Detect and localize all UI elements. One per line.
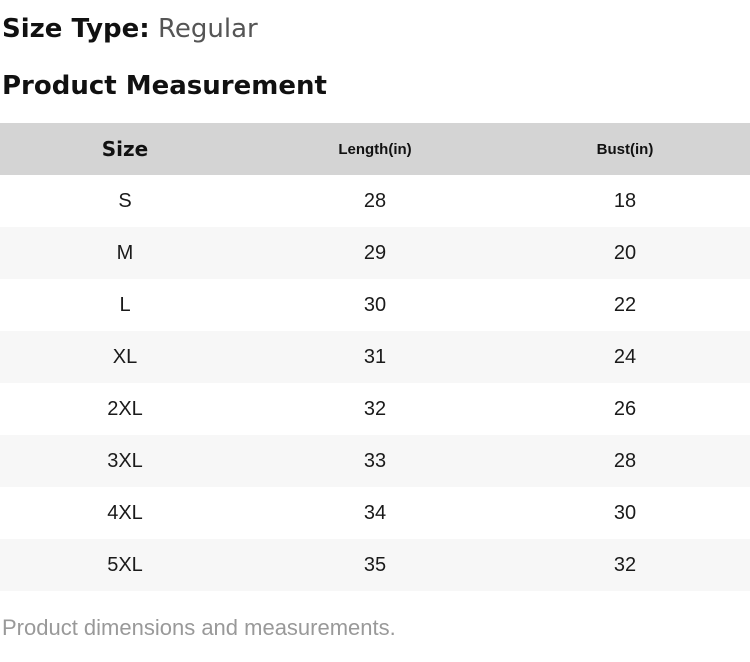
cell-size: M: [116, 241, 134, 264]
cell-size: L: [119, 293, 131, 316]
cell-bust: 22: [613, 293, 637, 316]
table-row: 4XL 34 30: [0, 487, 750, 539]
cell-bust: 30: [613, 501, 637, 524]
cell-length: 29: [363, 241, 387, 264]
cell-length: 34: [363, 501, 387, 524]
cell-length: 35: [363, 553, 387, 576]
measurement-table: Size Length(in) Bust(in) S 28 18 M 29 20…: [0, 123, 750, 592]
table-row: XL 31 24: [0, 331, 750, 384]
cell-length: 28: [363, 189, 387, 212]
product-measurement-title: Product Measurement: [2, 71, 327, 102]
cell-length: 32: [363, 397, 387, 420]
cell-length: 33: [363, 449, 387, 472]
cell-size: 4XL: [107, 501, 143, 524]
footer-note: Product dimensions and measurements.: [2, 615, 396, 641]
size-type-line: Size Type: Regular: [0, 0, 750, 45]
cell-size: 2XL: [107, 397, 143, 420]
header-length: Length(in): [338, 140, 412, 158]
cell-bust: 18: [613, 189, 637, 212]
size-type-value: Regular: [157, 14, 258, 44]
cell-size: 3XL: [107, 449, 143, 472]
cell-bust: 24: [613, 345, 637, 368]
size-type-label: Size Type:: [2, 14, 150, 44]
table-row: L 30 22: [0, 279, 750, 331]
cell-size: S: [118, 189, 132, 212]
cell-bust: 28: [613, 449, 637, 472]
cell-size: 5XL: [107, 553, 143, 576]
table-row: S 28 18: [0, 175, 750, 227]
table-row: M 29 20: [0, 227, 750, 280]
table-row: 3XL 33 28: [0, 435, 750, 488]
header-size: Size: [101, 137, 149, 162]
cell-size: XL: [112, 345, 138, 368]
header-bust: Bust(in): [596, 140, 654, 158]
cell-length: 31: [363, 345, 387, 368]
cell-length: 30: [363, 293, 387, 316]
table-row: 2XL 32 26: [0, 383, 750, 435]
cell-bust: 32: [613, 553, 637, 576]
table-row: 5XL 35 32: [0, 539, 750, 592]
table-header-row: Size Length(in) Bust(in): [0, 123, 750, 176]
cell-bust: 20: [613, 241, 637, 264]
cell-bust: 26: [613, 397, 637, 420]
